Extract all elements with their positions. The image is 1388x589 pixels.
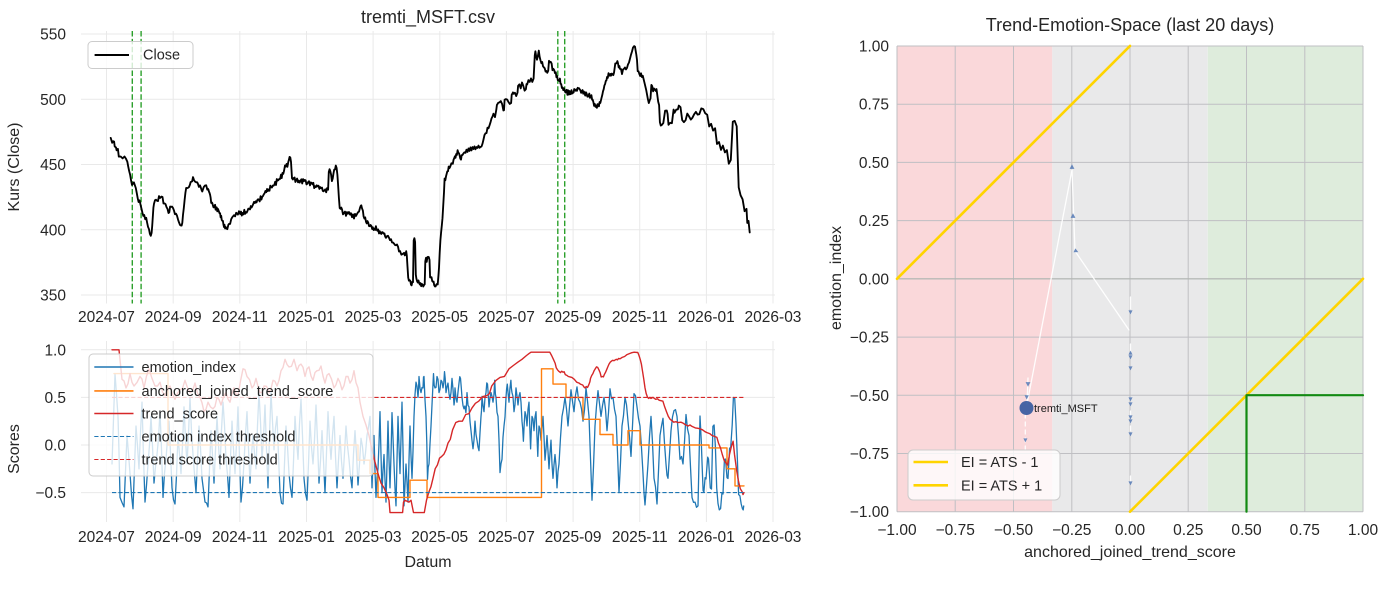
svg-text:2025-05: 2025-05 [411,309,468,326]
svg-text:emotion_index: emotion_index [828,226,845,330]
svg-text:anchored_joined_trend_score: anchored_joined_trend_score [1024,544,1236,561]
svg-text:0.00: 0.00 [859,271,890,288]
svg-text:−0.25: −0.25 [850,330,889,347]
svg-text:2025-09: 2025-09 [545,529,602,546]
svg-text:−0.25: −0.25 [1052,522,1091,539]
svg-text:−0.75: −0.75 [936,522,975,539]
svg-text:1.00: 1.00 [859,38,890,55]
svg-text:2024-09: 2024-09 [145,529,202,546]
svg-text:−0.75: −0.75 [850,446,889,463]
svg-text:Trend-Emotion-Space (last 20 d: Trend-Emotion-Space (last 20 days) [986,15,1274,35]
svg-text:0.50: 0.50 [1231,522,1262,539]
svg-text:2025-09: 2025-09 [545,309,602,326]
svg-text:0.5: 0.5 [44,390,66,407]
svg-text:0.25: 0.25 [859,213,889,230]
svg-text:−0.50: −0.50 [994,522,1034,539]
svg-text:2024-09: 2024-09 [145,309,202,326]
svg-text:2025-01: 2025-01 [278,529,335,546]
svg-text:550: 550 [40,27,66,44]
svg-text:0.75: 0.75 [859,97,889,114]
svg-text:trend_score: trend_score [142,407,219,423]
svg-text:EI = ATS - 1: EI = ATS - 1 [961,455,1039,471]
svg-text:2024-07: 2024-07 [78,309,135,326]
svg-text:tremti_MSFT.csv: tremti_MSFT.csv [361,7,495,28]
svg-text:2024-07: 2024-07 [78,529,135,546]
svg-text:0.00: 0.00 [1115,522,1146,539]
svg-text:2025-07: 2025-07 [478,309,535,326]
svg-text:−1.00: −1.00 [877,522,917,539]
svg-text:tremti_MSFT: tremti_MSFT [1034,403,1098,415]
svg-text:0.0: 0.0 [44,438,66,455]
svg-text:350: 350 [40,288,66,305]
svg-text:1.0: 1.0 [44,342,66,359]
svg-text:0.50: 0.50 [859,155,890,172]
svg-text:−0.5: −0.5 [35,485,66,502]
svg-text:−1.00: −1.00 [850,504,890,521]
svg-text:emotion index threshold: emotion index threshold [142,430,296,446]
svg-text:−0.50: −0.50 [850,388,890,405]
svg-text:Close: Close [143,48,180,64]
svg-text:2025-11: 2025-11 [612,529,668,546]
svg-text:2025-03: 2025-03 [345,529,402,546]
svg-text:2026-03: 2026-03 [745,309,802,326]
svg-text:Scores: Scores [6,424,23,474]
svg-text:trend score threshold: trend score threshold [142,453,278,469]
svg-text:400: 400 [40,222,66,239]
svg-text:0.75: 0.75 [1290,522,1320,539]
svg-text:anchored_joined_trend_score: anchored_joined_trend_score [142,384,334,400]
svg-text:emotion_index: emotion_index [142,360,237,376]
svg-text:2025-11: 2025-11 [612,309,668,326]
svg-text:2026-01: 2026-01 [678,309,735,326]
svg-text:2025-01: 2025-01 [278,309,335,326]
svg-text:500: 500 [40,92,66,109]
svg-text:2026-01: 2026-01 [678,529,735,546]
svg-text:Kurs (Close): Kurs (Close) [6,123,23,212]
svg-text:Datum: Datum [404,554,451,571]
svg-text:2025-03: 2025-03 [345,309,402,326]
svg-text:2025-07: 2025-07 [478,529,535,546]
svg-text:450: 450 [40,157,66,174]
svg-text:EI = ATS + 1: EI = ATS + 1 [961,478,1042,494]
svg-text:0.25: 0.25 [1173,522,1203,539]
svg-text:2025-05: 2025-05 [411,529,468,546]
svg-text:2024-11: 2024-11 [212,309,268,326]
svg-text:2026-03: 2026-03 [745,529,802,546]
svg-text:1.00: 1.00 [1348,522,1379,539]
svg-text:2024-11: 2024-11 [212,529,268,546]
